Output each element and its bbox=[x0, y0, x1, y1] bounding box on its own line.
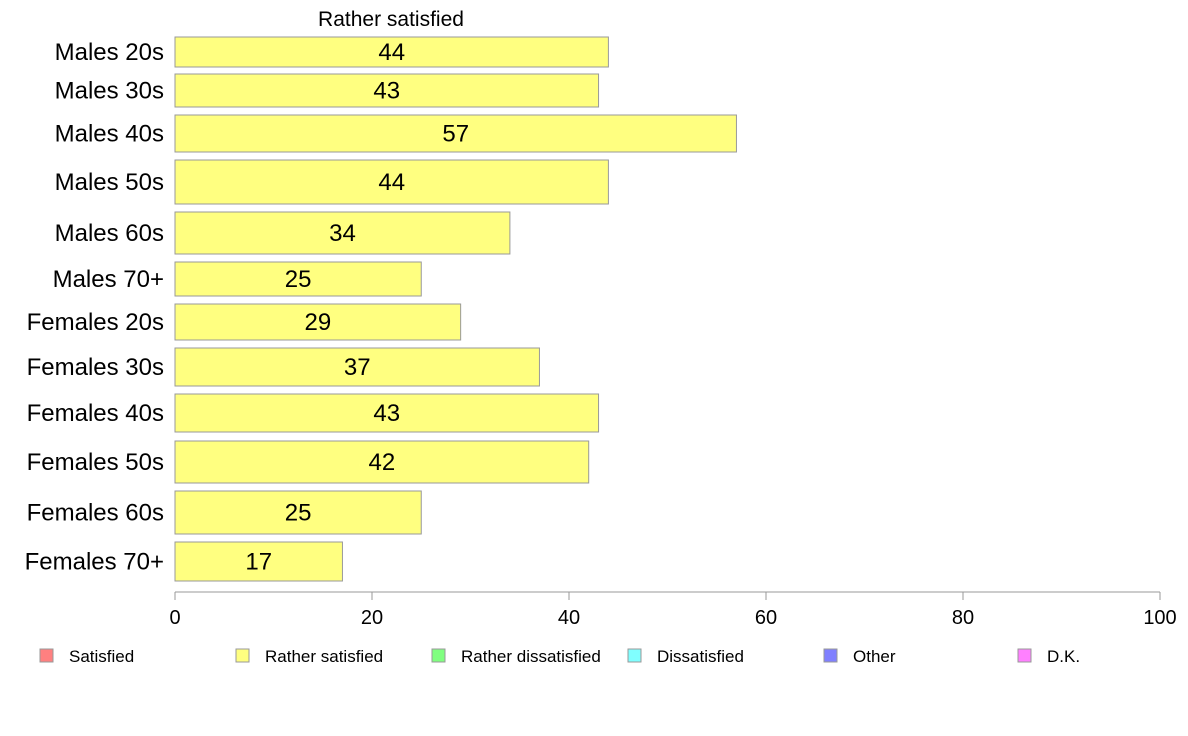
x-tick-label-60: 60 bbox=[755, 607, 777, 629]
bar-males-60s bbox=[174, 211, 511, 255]
category-label-females-40s: Females 40s bbox=[27, 400, 164, 427]
category-labels: Males 20s Males 30s Males 40s Males 50s Male… bbox=[25, 39, 164, 576]
value-label-males-70-plus: 25 bbox=[285, 266, 312, 293]
value-label-females-20s: 29 bbox=[304, 309, 331, 336]
category-label-males-60s: Males 60s bbox=[55, 220, 164, 247]
value-label-females-50s: 42 bbox=[368, 449, 395, 476]
legend-swatch-rather-satisfied bbox=[235, 648, 250, 663]
chart-title: Rather satisfied bbox=[318, 8, 464, 31]
bar-females-20s bbox=[174, 303, 462, 341]
category-label-females-50s: Females 50s bbox=[27, 449, 164, 476]
legend-swatch-other bbox=[823, 648, 838, 663]
legend-swatch-dissatisfied bbox=[627, 648, 642, 663]
category-label-females-60s: Females 60s bbox=[27, 500, 164, 527]
category-label-females-20s: Females 20s bbox=[27, 309, 164, 336]
x-axis-ticks: 0 20 40 60 80 100 bbox=[169, 592, 1177, 629]
value-label-females-40s: 43 bbox=[373, 400, 400, 427]
bar-females-60s bbox=[174, 490, 422, 535]
value-label-females-60s: 25 bbox=[285, 500, 312, 527]
category-label-females-70-plus: Females 70+ bbox=[25, 549, 164, 576]
bar-males-30s bbox=[174, 73, 600, 108]
value-label-males-60s: 34 bbox=[329, 220, 356, 247]
legend: Satisfied Rather satisfied Rather dissatis… bbox=[39, 647, 1080, 666]
bar-males-50s bbox=[174, 159, 609, 205]
bar-males-20s bbox=[174, 36, 609, 68]
category-label-males-40s: Males 40s bbox=[55, 121, 164, 148]
x-tick-label-80: 80 bbox=[952, 607, 974, 629]
category-label-males-30s: Males 30s bbox=[55, 78, 164, 105]
category-label-females-30s: Females 30s bbox=[27, 354, 164, 381]
x-tick-label-40: 40 bbox=[558, 607, 580, 629]
legend-swatch-rather-dissatisfied bbox=[431, 648, 446, 663]
category-label-males-20s: Males 20s bbox=[55, 39, 164, 66]
category-label-males-70-plus: Males 70+ bbox=[53, 266, 164, 293]
x-tick-label-0: 0 bbox=[169, 607, 180, 629]
bar-males-40s bbox=[174, 114, 737, 153]
legend-label-d-k: D.K. bbox=[1047, 647, 1080, 666]
value-label-females-70-plus: 17 bbox=[245, 549, 272, 576]
value-label-males-50s: 44 bbox=[378, 169, 405, 196]
bar-females-40s bbox=[174, 393, 600, 433]
bar-females-70-plus bbox=[174, 541, 343, 582]
legend-swatch-d-k bbox=[1017, 648, 1032, 663]
legend-label-other: Other bbox=[853, 647, 896, 666]
legend-label-rather-dissatisfied: Rather dissatisfied bbox=[461, 647, 601, 666]
value-label-males-40s: 57 bbox=[442, 121, 469, 148]
value-label-males-20s: 44 bbox=[378, 39, 405, 66]
legend-swatch-satisfied bbox=[39, 648, 54, 663]
legend-label-rather-satisfied: Rather satisfied bbox=[265, 647, 383, 666]
legend-label-dissatisfied: Dissatisfied bbox=[657, 647, 744, 666]
x-tick-label-100: 100 bbox=[1143, 607, 1176, 629]
bar-females-30s bbox=[174, 347, 540, 387]
value-label-females-30s: 37 bbox=[344, 354, 371, 381]
value-label-males-30s: 43 bbox=[373, 78, 400, 105]
bar-males-70-plus bbox=[174, 261, 422, 297]
x-tick-label-20: 20 bbox=[361, 607, 383, 629]
legend-label-satisfied: Satisfied bbox=[69, 647, 134, 666]
bar-females-50s bbox=[174, 440, 590, 484]
category-label-males-50s: Males 50s bbox=[55, 169, 164, 196]
